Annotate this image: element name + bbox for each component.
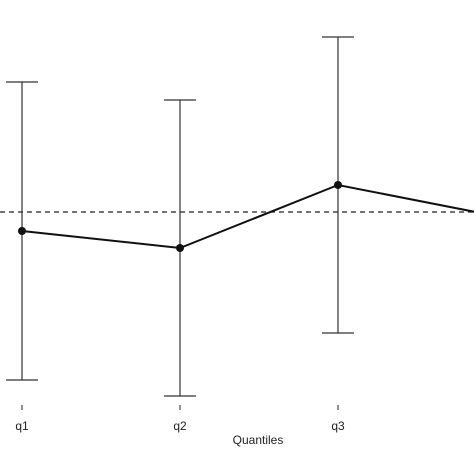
x-tick-label: q3	[331, 419, 345, 433]
point	[334, 181, 342, 189]
point	[18, 227, 26, 235]
line	[21, 183, 474, 250]
x-tick-label: q2	[173, 419, 187, 433]
x-axis-label: Quantiles	[233, 433, 284, 447]
x-tick-label: q1	[15, 419, 29, 433]
point	[176, 244, 184, 252]
